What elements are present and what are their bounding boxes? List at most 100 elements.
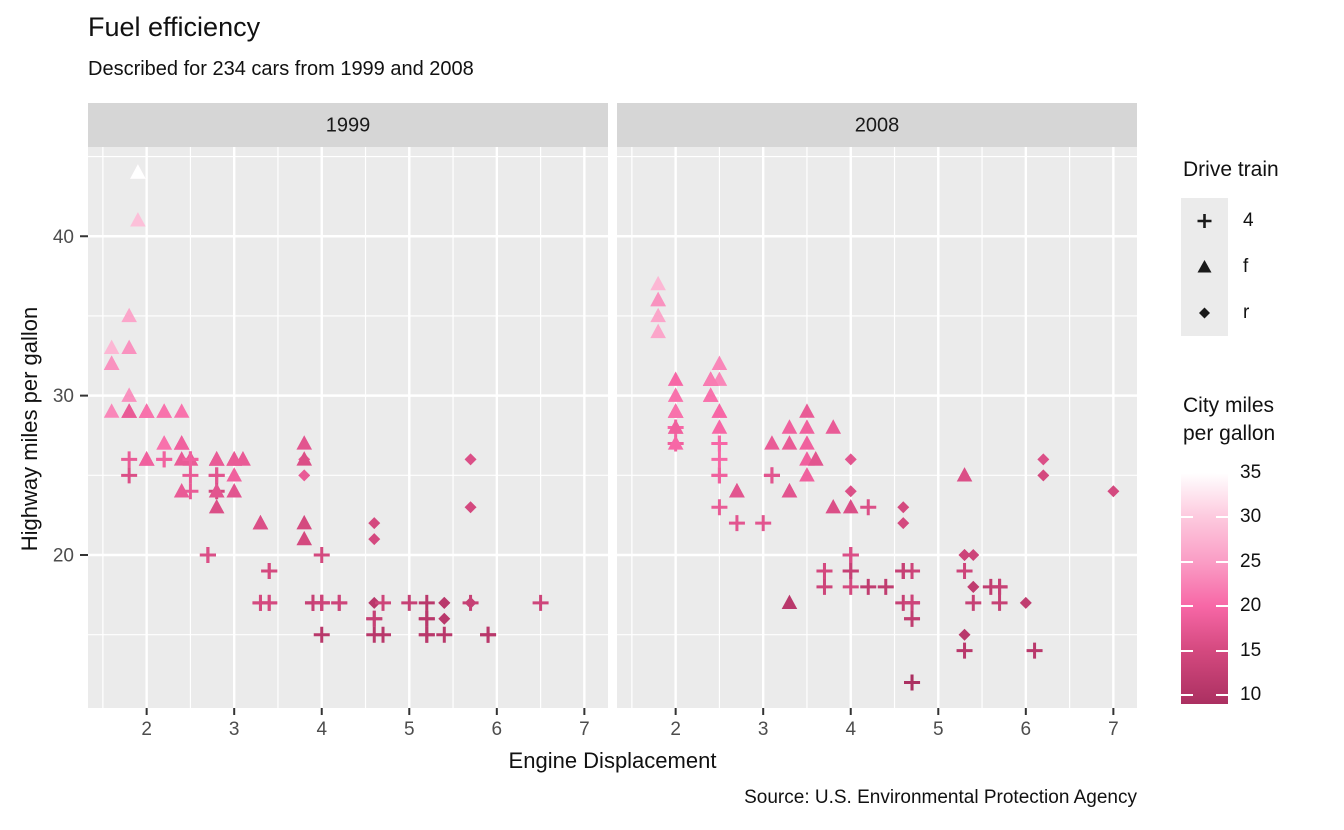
- x-axis-tick-label: 2: [141, 719, 152, 740]
- data-point: [711, 499, 728, 516]
- data-point: [121, 451, 138, 468]
- colorbar-tick-mark: [1181, 649, 1193, 652]
- legend-label-r: r: [1243, 302, 1250, 323]
- data-point: [156, 435, 172, 450]
- data-point: [366, 610, 383, 627]
- plot-subtitle: Described for 234 cars from 1999 and 200…: [88, 58, 474, 80]
- data-point: [103, 355, 120, 370]
- colorbar-tick-mark: [1181, 605, 1193, 608]
- data-point: [842, 578, 859, 595]
- x-axis-tick-label: 4: [316, 719, 327, 740]
- data-point: [667, 419, 684, 434]
- data-point: [121, 307, 137, 323]
- data-point: [368, 533, 381, 546]
- y-axis-tick-label: 40: [53, 227, 74, 248]
- data-point: [764, 435, 780, 450]
- data-point: [182, 483, 199, 500]
- data-point: [418, 626, 435, 643]
- data-point: [375, 626, 392, 643]
- data-point: [401, 594, 418, 611]
- data-point: [825, 498, 842, 514]
- y-axis-tick-label: 20: [53, 546, 74, 567]
- x-axis-title: Engine Displacement: [508, 748, 717, 773]
- data-point: [702, 387, 719, 402]
- data-point: [904, 594, 921, 611]
- colorbar-tick-mark: [1216, 694, 1228, 697]
- x-axis-tick-label: 3: [229, 719, 240, 740]
- data-point: [208, 451, 225, 466]
- data-point: [755, 515, 772, 532]
- data-point: [298, 469, 311, 482]
- x-axis-tick-label: 3: [758, 719, 769, 740]
- data-point: [480, 626, 497, 643]
- data-point: [781, 594, 798, 610]
- data-point: [156, 403, 172, 418]
- colorbar-tick-mark: [1216, 560, 1228, 563]
- data-point: [331, 594, 348, 611]
- data-point: [904, 674, 921, 691]
- data-point: [103, 339, 120, 355]
- facet-strip-label: 2008: [855, 115, 900, 137]
- triangle-icon: [1197, 260, 1212, 273]
- data-point: [781, 483, 798, 498]
- data-point: [1037, 469, 1050, 482]
- data-point: [1019, 596, 1032, 609]
- data-point: [991, 578, 1008, 595]
- data-point: [711, 451, 728, 468]
- data-point: [173, 435, 190, 450]
- diamond-icon: [1199, 307, 1210, 319]
- data-point: [967, 580, 980, 593]
- facet-strip-label: 1999: [326, 115, 371, 137]
- data-point: [121, 467, 138, 484]
- data-point: [121, 339, 137, 355]
- data-point: [130, 164, 146, 179]
- x-axis-tick-label: 7: [579, 719, 590, 740]
- data-point: [897, 501, 910, 514]
- data-point: [958, 628, 971, 641]
- data-point: [650, 275, 666, 291]
- data-point: [781, 419, 798, 434]
- data-point: [816, 562, 833, 579]
- legend-drive-train-title: Drive train: [1183, 158, 1279, 181]
- data-point: [121, 403, 137, 418]
- panel-background: [88, 147, 608, 708]
- x-axis-tick-label: 5: [404, 719, 415, 740]
- x-axis-tick-label: 2: [670, 719, 681, 740]
- data-point: [438, 596, 451, 609]
- colorbar-tick-label: 30: [1240, 506, 1262, 528]
- colorbar-tick-mark: [1181, 472, 1193, 474]
- data-point: [799, 419, 815, 434]
- data-point: [667, 387, 684, 402]
- data-point: [208, 467, 225, 484]
- data-point: [103, 403, 120, 418]
- data-point: [807, 451, 824, 466]
- data-point: [799, 467, 815, 482]
- data-point: [252, 514, 269, 530]
- data-point: [728, 515, 745, 532]
- y-axis-title: Highway miles per gallon: [17, 306, 42, 552]
- data-point: [956, 642, 973, 659]
- data-point: [956, 562, 973, 579]
- colorbar-tick-label: 15: [1240, 639, 1262, 661]
- data-point: [956, 467, 973, 482]
- legend-city-mpg-title-line2: per gallon: [1183, 422, 1276, 445]
- colorbar-tick-mark: [1216, 516, 1228, 519]
- data-point: [650, 307, 666, 323]
- data-point: [711, 435, 728, 452]
- y-axis-tick-label: 30: [53, 386, 74, 407]
- data-point: [438, 612, 451, 625]
- data-point: [781, 435, 798, 450]
- data-point: [711, 467, 728, 484]
- data-point: [368, 517, 381, 530]
- data-point: [464, 453, 477, 466]
- data-point: [860, 578, 877, 595]
- data-point: [958, 549, 971, 561]
- data-point: [842, 562, 859, 579]
- data-point: [138, 451, 155, 466]
- panel-background: [617, 147, 1137, 708]
- data-point: [711, 403, 728, 418]
- data-point: [816, 578, 833, 595]
- data-point: [261, 594, 278, 611]
- legend-city-mpg-title: City miles per gallon: [1183, 392, 1275, 448]
- data-point: [130, 212, 146, 227]
